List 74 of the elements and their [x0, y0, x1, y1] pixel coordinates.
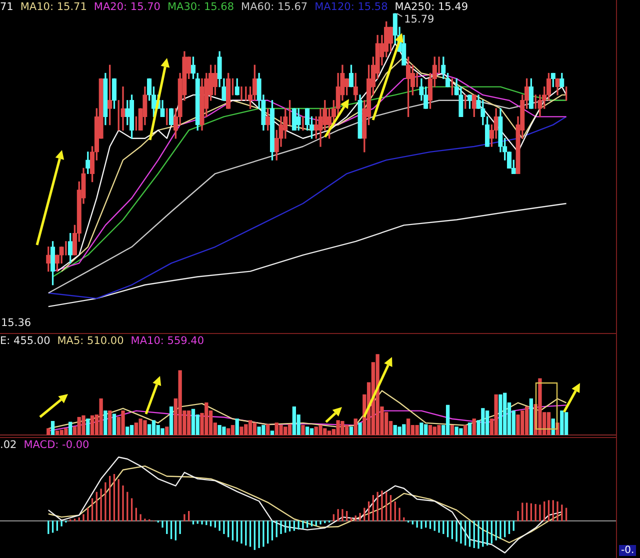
text: MA10: 559.40	[130, 335, 204, 347]
bar	[152, 420, 156, 435]
bar	[560, 410, 564, 435]
bar	[406, 418, 410, 435]
bar	[529, 398, 534, 435]
annotation: 15.79	[404, 13, 434, 26]
bar	[279, 425, 283, 435]
text: MA250: 15.49	[394, 1, 468, 13]
bar	[498, 394, 502, 435]
bar	[420, 422, 424, 435]
bar	[169, 406, 174, 435]
bar	[121, 410, 125, 435]
bar	[191, 408, 196, 435]
bar	[437, 425, 441, 435]
bar	[126, 426, 130, 435]
bar	[252, 422, 257, 435]
bar	[428, 425, 432, 435]
bar	[288, 424, 292, 435]
bar	[564, 412, 568, 435]
bar	[266, 424, 270, 435]
bar	[148, 424, 152, 435]
bar	[160, 428, 164, 435]
bar	[494, 394, 498, 435]
bar	[354, 418, 358, 435]
bar	[446, 404, 450, 435]
bar	[130, 425, 134, 435]
bar	[301, 425, 305, 435]
bar	[108, 410, 112, 435]
bar	[165, 426, 169, 435]
bar	[516, 414, 520, 435]
bar	[82, 415, 86, 435]
bar	[306, 426, 310, 435]
bar	[112, 414, 116, 435]
bar	[464, 425, 468, 435]
bar	[310, 428, 314, 435]
bar	[230, 425, 235, 435]
bar	[472, 418, 476, 435]
text: MA10: 15.71	[20, 1, 87, 13]
text: E: 455.00	[0, 335, 50, 347]
bar	[524, 406, 529, 435]
text: .02	[0, 439, 17, 451]
bar	[551, 418, 555, 435]
text: MA30: 15.68	[167, 1, 234, 13]
text: 71	[0, 1, 14, 13]
bar	[327, 430, 332, 435]
bar	[349, 426, 354, 435]
text: MA120: 15.58	[314, 1, 388, 13]
bar	[292, 406, 296, 435]
text: MA5: 510.00	[57, 335, 124, 347]
text: MA20: 15.70	[94, 1, 160, 13]
bar	[46, 428, 50, 435]
bar	[270, 430, 274, 435]
text: MA60: 15.67	[241, 1, 308, 13]
bar	[99, 398, 103, 435]
bar	[450, 425, 454, 435]
bar	[485, 410, 490, 435]
bar	[86, 418, 90, 435]
text: MACD: -0.00	[24, 439, 90, 451]
bar	[104, 410, 108, 435]
bar	[50, 420, 55, 435]
bar	[318, 425, 322, 435]
text: -0.	[619, 545, 636, 556]
bar	[468, 422, 472, 435]
bar	[240, 426, 244, 435]
bar	[235, 418, 239, 435]
bar	[90, 415, 94, 435]
bar	[68, 422, 72, 435]
bar	[226, 428, 230, 435]
text: 15.36	[1, 317, 32, 329]
bar	[546, 412, 551, 435]
bar	[415, 425, 419, 435]
bar	[398, 426, 402, 435]
bar	[358, 422, 362, 435]
bar	[248, 420, 252, 435]
